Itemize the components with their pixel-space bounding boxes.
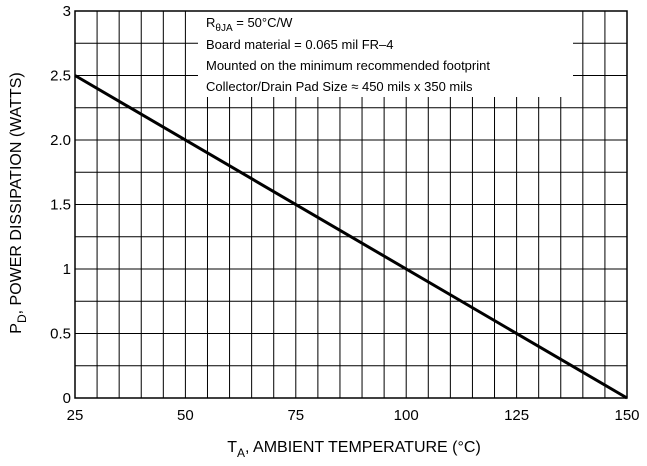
y-axis-title: PD, POWER DISSIPATION (WATTS): [8, 72, 29, 333]
annotation-line-4: Collector/Drain Pad Size ≈ 450 mils x 35…: [206, 79, 473, 94]
y-tick-label: 1.5: [50, 197, 71, 214]
x-tick-label: 150: [614, 407, 639, 424]
y-tick-label: 3: [63, 3, 71, 20]
y-tick-label: 2.5: [50, 68, 71, 85]
y-tick-labels: 0 0.5 1 1.5 2.0 2.5 3: [50, 3, 71, 407]
x-axis-title: TA, AMBIENT TEMPERATURE (°C): [227, 439, 481, 460]
series-group: [74, 74, 628, 400]
x-tick-labels: 25 50 75 100 125 150: [67, 407, 640, 424]
x-tick-label: 125: [504, 407, 529, 424]
x-tick-label: 75: [287, 407, 304, 424]
plot-border: [74, 10, 628, 399]
plot-frame: [74, 10, 628, 399]
annotation-background: [198, 11, 573, 97]
y-tick-label: 2.0: [50, 132, 71, 149]
annotation-line-1: RθJA = 50°C/W: [206, 15, 293, 34]
series-line-1: [74, 74, 628, 400]
y-tick-label: 1: [63, 261, 71, 278]
y-tick-label: 0: [63, 390, 71, 407]
annotation-line-2: Board material = 0.065 mil FR–4: [206, 37, 394, 52]
x-tick-label: 25: [67, 407, 84, 424]
x-tick-label: 50: [177, 407, 194, 424]
x-tick-label: 100: [394, 407, 419, 424]
y-tick-label: 0.5: [50, 326, 71, 343]
annotation-line-3: Mounted on the minimum recommended footp…: [206, 58, 490, 73]
annotation-box: RθJA = 50°C/W Board material = 0.065 mil…: [198, 11, 573, 97]
